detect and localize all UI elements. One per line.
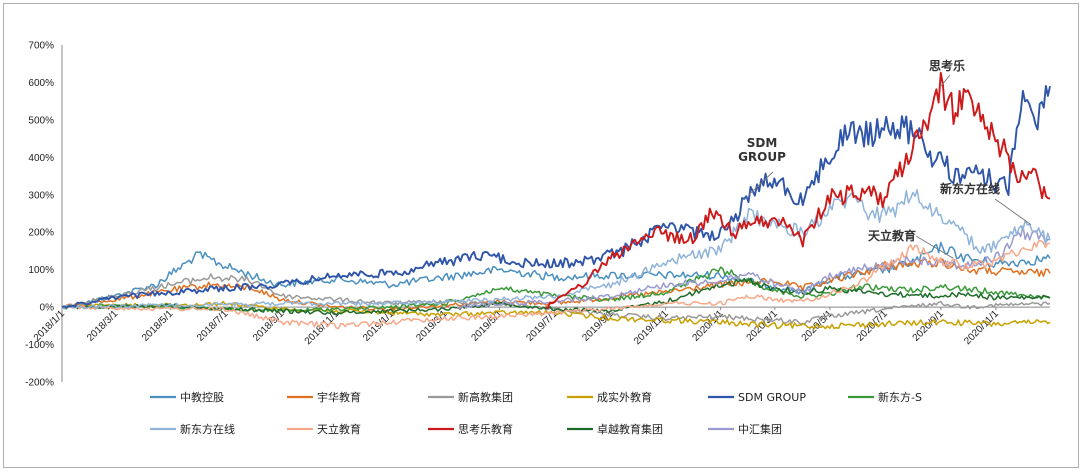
annotation-label: SDM [747,136,778,150]
legend-label: SDM GROUP [738,391,806,404]
chart-frame [3,3,1079,468]
legend-label: 宇华教育 [317,390,361,404]
y-tick-label: 600% [28,78,54,89]
y-tick-label: 700% [28,41,54,52]
annotation-leader [940,74,951,87]
annotation-label: 思考乐 [929,58,965,73]
legend-label: 中汇集团 [738,422,782,436]
series-line [61,189,1051,310]
y-tick-label: 200% [28,228,54,239]
legend-label: 新东方-S [878,390,922,404]
series-line [61,241,1051,309]
annotation-label: GROUP [738,150,786,164]
annotation-leader [915,235,954,259]
legend-label: 天立教育 [317,422,361,436]
series-line [61,240,1051,330]
legend-label: 卓越教育集团 [597,422,663,436]
legend-label: 新高教集团 [458,390,513,404]
y-axis: 700% 600% 500% 400% 300% 200% 100% 0% -100% -200% [25,41,63,389]
y-tick-label: 400% [28,153,54,164]
annotation-leader [748,171,774,196]
y-tick-label: 500% [28,115,54,126]
series-line [61,84,1051,309]
legend: 中教控股 宇华教育 新高教集团 成实外教育 SDM GROUP 新东方-S 新东方在线 天立教… [150,390,922,436]
y-tick-label: 0% [40,303,55,314]
series-line [61,277,1051,316]
y-tick-label: -200% [25,378,54,389]
series-line [545,71,1051,309]
legend-label: 新东方在线 [180,422,235,436]
series-group [61,71,1051,330]
annotation-leader [994,198,1032,226]
legend-label: 思考乐教育 [458,422,513,436]
annotation-label: 新东方在线 [940,181,1000,196]
y-tick-label: -100% [25,340,54,351]
y-tick-label: 100% [28,265,54,276]
y-tick-label: 300% [28,190,54,201]
annotation-label: 天立教育 [868,228,916,243]
legend-label: 成实外教育 [597,390,652,404]
legend-label: 中教控股 [180,390,224,404]
